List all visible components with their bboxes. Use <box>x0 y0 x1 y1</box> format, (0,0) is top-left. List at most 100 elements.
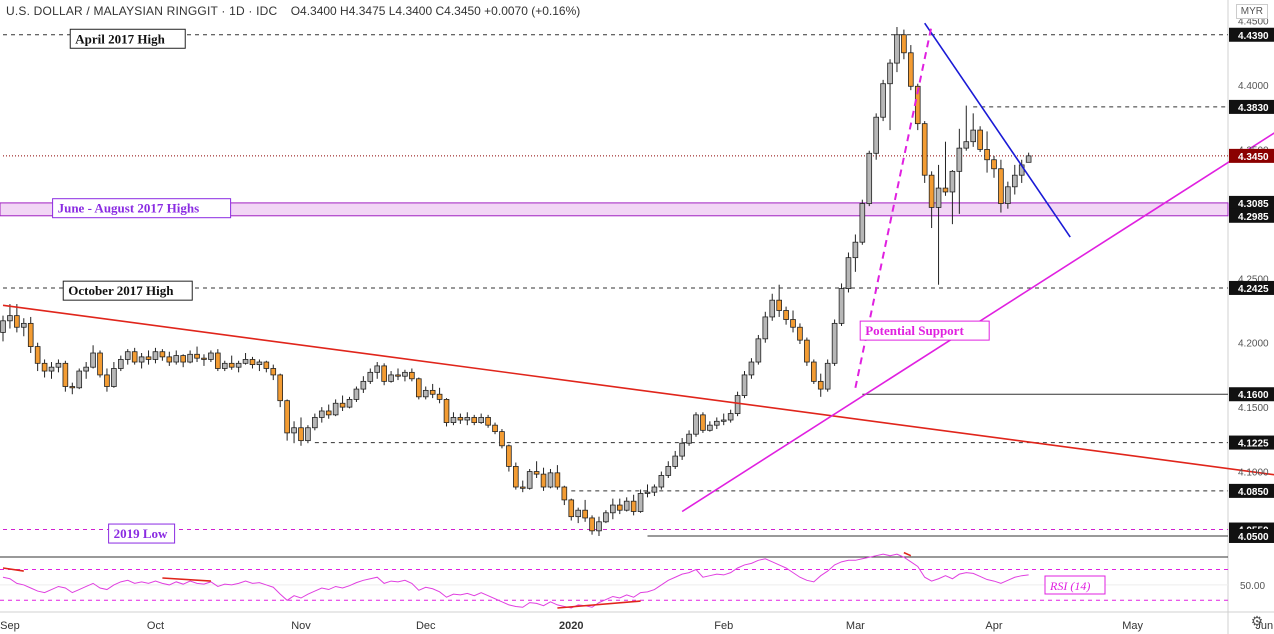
candle <box>249 356 256 369</box>
candle <box>20 318 27 337</box>
annotation-box <box>859 320 990 341</box>
price-tag-label: 4.0850 <box>1238 487 1269 498</box>
price-tag-label: 4.2985 <box>1238 212 1269 223</box>
price-tag: 4.3830 <box>1229 99 1274 114</box>
candle-body-up <box>734 395 741 414</box>
rsi-divergence-line <box>557 600 641 609</box>
candle-body-up <box>422 389 429 398</box>
candle-body-down <box>215 352 221 369</box>
candle-body-up <box>256 361 263 366</box>
candle-body-down <box>249 359 256 366</box>
candle-body-down <box>381 365 387 382</box>
candle-body-down <box>201 357 207 360</box>
candle <box>305 425 311 444</box>
candle <box>1025 152 1032 163</box>
price-tag-label: 4.3830 <box>1238 103 1269 114</box>
price-tag-label: 4.4390 <box>1238 31 1269 42</box>
candle <box>499 429 505 449</box>
candle-body-up <box>346 398 353 408</box>
candle-body-up <box>956 147 963 172</box>
rsi-divergence-line <box>903 551 912 557</box>
red-resistance-trendline <box>2 304 1274 476</box>
gear-icon[interactable]: ⚙ <box>1250 613 1264 629</box>
candle <box>263 360 270 373</box>
candle-body-down <box>284 400 290 434</box>
candle <box>145 350 152 365</box>
magenta-support-trendline <box>681 132 1274 513</box>
price-tag-box <box>1229 99 1274 114</box>
candle <box>152 347 159 364</box>
candle-body-up <box>388 374 394 382</box>
candle-body-down <box>131 351 138 363</box>
annotation-april-2017-high: April 2017 High <box>69 28 186 49</box>
candle <box>935 164 942 285</box>
candle-body-up <box>637 493 644 512</box>
rsi-label: RSI (14) <box>1044 575 1106 595</box>
rsi-divergence-line <box>2 567 24 572</box>
currency-label[interactable]: MYR <box>1235 4 1268 19</box>
candle-body-down <box>415 378 422 398</box>
candle <box>790 310 796 333</box>
candle <box>783 306 789 325</box>
candle-body-up <box>1005 186 1011 204</box>
candle <box>658 471 665 490</box>
candle <box>34 342 41 372</box>
candle-body-down <box>499 431 505 447</box>
candle-body-up <box>464 417 471 421</box>
candle-body-up <box>291 427 297 434</box>
candle-body-down <box>519 486 526 489</box>
price-tag-box <box>1229 27 1274 42</box>
candle <box>707 421 713 432</box>
candle-body-down <box>928 174 935 208</box>
candle-body-up <box>610 504 616 514</box>
candle-body-down <box>194 353 200 359</box>
annotation-october-2017-high: October 2017 High <box>62 280 193 301</box>
candle <box>215 349 221 372</box>
candle <box>1011 164 1018 195</box>
candle <box>748 358 755 379</box>
candle-body-up <box>970 129 976 143</box>
candle <box>623 497 630 512</box>
candle <box>533 461 540 478</box>
candle <box>492 422 498 435</box>
candle-body-up <box>596 521 602 532</box>
candle-body-up <box>963 141 970 149</box>
annotation-box <box>52 198 232 219</box>
candle <box>374 362 381 379</box>
candle <box>873 113 879 160</box>
candle-body-down <box>506 445 512 467</box>
annotation-box <box>69 28 186 49</box>
candle-body-up <box>935 187 942 208</box>
candle <box>83 362 89 379</box>
candle-body-down <box>41 362 48 372</box>
candle <box>235 360 242 373</box>
candle <box>942 141 949 196</box>
candle-body-up <box>880 83 886 118</box>
candle-body-up <box>318 410 325 418</box>
candle <box>256 359 263 372</box>
price-tag-label: 4.1225 <box>1238 439 1269 450</box>
candle <box>27 316 34 354</box>
candle-body-down <box>339 402 346 408</box>
candle-body-down <box>561 486 568 501</box>
candle <box>817 373 824 397</box>
candle-body-down <box>298 427 304 442</box>
x-tick-label: Nov <box>291 620 311 632</box>
candle <box>727 409 734 423</box>
y-tick-label: 4.1000 <box>1238 468 1269 479</box>
candle-body-up <box>332 402 339 416</box>
candle-body-up <box>55 362 62 368</box>
candle <box>104 368 110 392</box>
candle <box>866 150 873 207</box>
candle <box>755 334 762 365</box>
candle <box>741 371 748 399</box>
price-tag: 4.2985 <box>1229 208 1274 223</box>
price-tag-label: 4.1600 <box>1238 390 1269 401</box>
candle-body-up <box>305 427 311 442</box>
candle-body-down <box>277 374 283 402</box>
candle-body-up <box>20 322 27 328</box>
candle-body-down <box>270 368 277 376</box>
chart-header: U.S. DOLLAR / MALAYSIAN RINGGIT · 1D · I… <box>6 4 580 18</box>
